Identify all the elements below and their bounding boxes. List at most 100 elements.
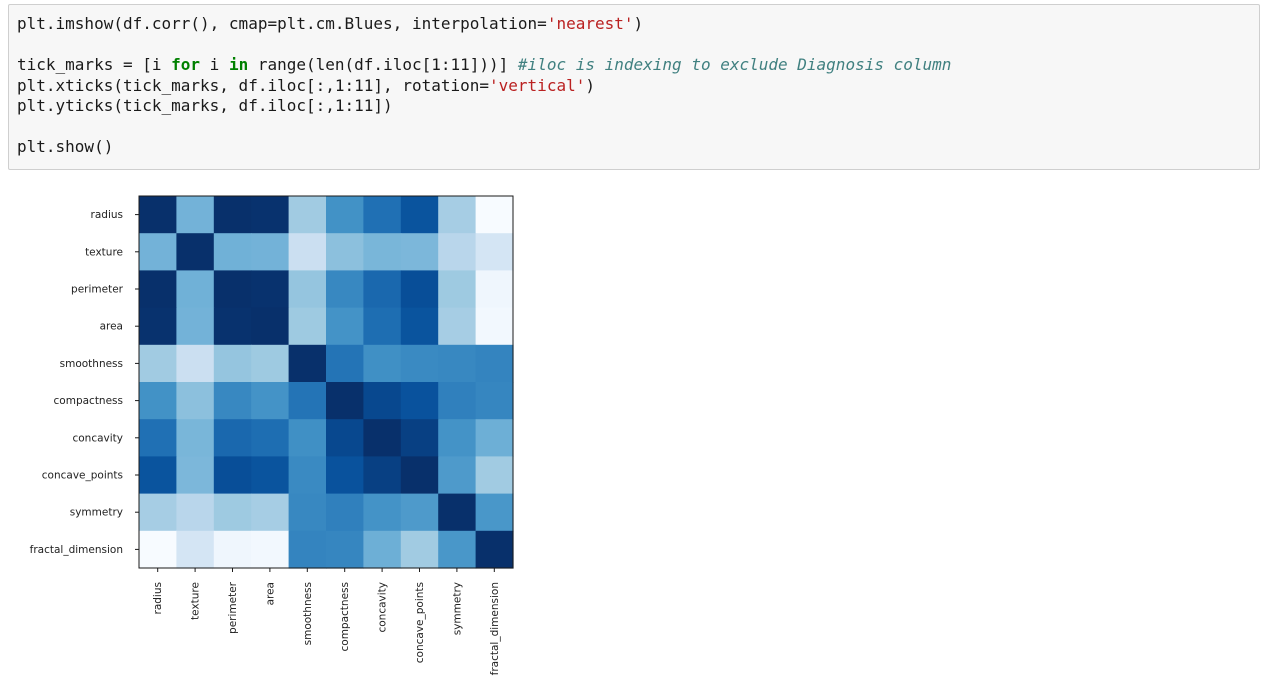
heatmap-cell xyxy=(251,419,290,457)
heatmap-cell xyxy=(139,344,177,383)
x-tick-label: texture xyxy=(190,582,202,620)
code-line: tick_marks = [i for i in range(len(df.il… xyxy=(17,55,951,76)
heatmap-cell xyxy=(139,530,177,569)
heatmap-cell xyxy=(363,307,402,346)
heatmap-cell xyxy=(213,419,252,457)
heatmap-cell xyxy=(438,419,477,457)
heatmap-cell xyxy=(400,419,439,457)
heatmap-cell xyxy=(251,307,290,346)
heatmap-cell xyxy=(176,382,215,420)
heatmap-cell xyxy=(400,233,439,271)
heatmap-cell xyxy=(139,456,177,495)
heatmap-cell xyxy=(438,344,477,383)
code-token: 'nearest' xyxy=(546,14,634,33)
heatmap-cell xyxy=(176,493,215,532)
heatmap-cell xyxy=(288,196,327,234)
heatmap-cell xyxy=(400,307,439,346)
heatmap-cell xyxy=(475,493,514,532)
heatmap-cell xyxy=(400,196,439,234)
code-line xyxy=(17,117,951,138)
heatmap-cell xyxy=(176,307,215,346)
heatmap-cell xyxy=(326,196,364,234)
y-tick-label: perimeter xyxy=(71,284,124,296)
code-line xyxy=(17,35,951,56)
heatmap-cell xyxy=(139,233,177,271)
heatmap-cell xyxy=(288,530,327,569)
heatmap-cell xyxy=(288,344,327,383)
code-token: in xyxy=(228,55,249,74)
heatmap-cell xyxy=(438,196,477,234)
heatmap-cell xyxy=(438,270,477,309)
heatmap-cell xyxy=(326,344,364,383)
y-tick-label: texture xyxy=(85,246,123,258)
x-tick-label: concavity xyxy=(377,582,389,633)
code-token: plt.yticks(tick_marks, df.iloc[:,1:11]) xyxy=(17,96,393,115)
y-tick-label: area xyxy=(100,321,123,333)
heatmap-cell xyxy=(139,307,177,346)
code-token: ) xyxy=(585,75,595,95)
heatmap-cell xyxy=(363,419,402,457)
heatmap-cell xyxy=(475,530,514,569)
heatmap-cell xyxy=(475,419,514,457)
code-token: plt.show() xyxy=(17,137,114,156)
heatmap-cell xyxy=(213,530,252,569)
heatmap-cell xyxy=(363,493,402,532)
heatmap-cell xyxy=(326,493,364,532)
heatmap-cell xyxy=(176,456,215,495)
code-token: 'vertical' xyxy=(489,75,586,95)
x-tick-label: symmetry xyxy=(451,582,463,635)
heatmap-cell xyxy=(176,270,215,309)
heatmap-cell xyxy=(438,456,477,495)
heatmap-cell xyxy=(213,382,252,420)
heatmap-cell xyxy=(400,530,439,569)
heatmap-cell xyxy=(288,270,327,309)
code-token: i xyxy=(200,55,229,74)
code-token: tick_marks = [i xyxy=(17,55,172,74)
heatmap-cell xyxy=(288,493,327,532)
heatmap-cell xyxy=(251,344,290,383)
y-tick-label: radius xyxy=(91,209,123,221)
output-area: radius texture perimeter area smoothness comp… xyxy=(0,180,560,692)
heatmap-cell xyxy=(176,344,215,383)
heatmap-cell xyxy=(139,196,177,234)
code-cell-input[interactable]: plt.imshow(df.corr(), cmap=plt.cm.Blues,… xyxy=(8,4,1260,170)
heatmap-cell xyxy=(213,456,252,495)
heatmap-cell xyxy=(363,270,402,309)
x-tick-label: area xyxy=(264,582,276,605)
heatmap-cell xyxy=(326,530,364,569)
heatmap-cell xyxy=(213,196,252,234)
heatmap-cell xyxy=(288,233,327,271)
heatmap-cell xyxy=(326,233,364,271)
heatmap-cell xyxy=(139,493,177,532)
heatmap-cell xyxy=(363,456,402,495)
heatmap-cell xyxy=(363,530,402,569)
heatmap-cell xyxy=(326,456,364,495)
heatmap-cell xyxy=(176,233,215,271)
code-token: plt.xticks(tick_marks, df.iloc[:,1:11], … xyxy=(17,75,490,95)
code-line: plt.imshow(df.corr(), cmap=plt.cm.Blues,… xyxy=(17,14,951,35)
heatmap-cell xyxy=(251,493,290,532)
x-tick-label: concave_points xyxy=(414,582,426,663)
y-tick-label: compactness xyxy=(54,395,123,407)
heatmap-cell xyxy=(363,196,402,234)
heatmap-cell xyxy=(213,233,252,271)
y-tick-label: concave_points xyxy=(42,470,123,482)
heatmap-cell xyxy=(326,307,364,346)
heatmap-cell xyxy=(400,493,439,532)
heatmap-cell xyxy=(288,419,327,457)
x-tick-label: fractal_dimension xyxy=(489,582,501,675)
heatmap-cell xyxy=(213,307,252,346)
correlation-heatmap: radius texture perimeter area smoothness comp… xyxy=(30,195,514,675)
heatmap-cell xyxy=(363,344,402,383)
heatmap-cell xyxy=(326,270,364,309)
heatmap-cell xyxy=(251,233,290,271)
heatmap-cell xyxy=(176,530,215,569)
heatmap-cell xyxy=(326,382,364,420)
heatmap-cell xyxy=(213,493,252,532)
heatmap-cell xyxy=(400,456,439,495)
heatmap-cell xyxy=(251,270,290,309)
code-editor[interactable]: plt.imshow(df.corr(), cmap=plt.cm.Blues,… xyxy=(17,14,951,158)
heatmap-cell xyxy=(438,382,477,420)
heatmap-frame xyxy=(138,195,514,569)
heatmap-cell xyxy=(475,196,514,234)
